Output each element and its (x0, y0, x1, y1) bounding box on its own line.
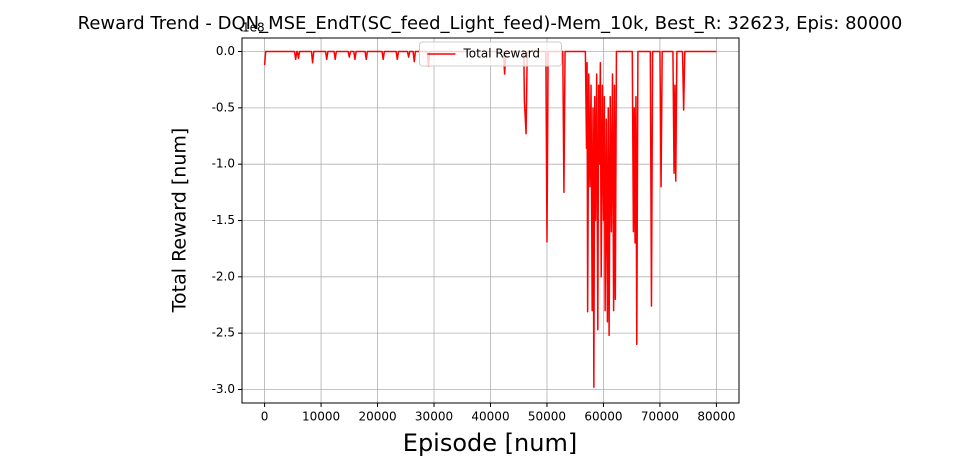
x-tick-label: 20000 (358, 410, 396, 424)
line-series (263, 50, 717, 388)
y-tick-label: 0.0 (216, 44, 235, 58)
x-tick-label: 10000 (302, 410, 340, 424)
x-axis-label: Episode [num] (403, 429, 577, 457)
x-tick-label: 30000 (415, 410, 453, 424)
legend-box (419, 41, 562, 67)
x-tick-label: 80000 (697, 410, 735, 424)
y-offset-label: 1e8 (242, 21, 265, 35)
y-tick-label: -2.5 (212, 326, 235, 340)
x-tick-label: 40000 (471, 410, 509, 424)
y-tick-label: -0.5 (212, 100, 235, 114)
x-tick-label: 0 (261, 410, 269, 424)
x-tick-label: 70000 (641, 410, 679, 424)
chart-title: Reward Trend - DQN_MSE_EndT(SC_feed_Ligh… (78, 13, 903, 34)
y-tick-label: -2.0 (212, 269, 235, 283)
legend-label: Total Reward (463, 47, 541, 61)
y-tick-label: -1.5 (212, 213, 235, 227)
axes-frame (241, 37, 740, 404)
x-tick-label: 50000 (528, 410, 566, 424)
y-axis-label: Total Reward [num] (169, 128, 191, 314)
y-tick-label: -1.0 (212, 157, 235, 171)
x-tick-label: 60000 (584, 410, 622, 424)
y-tick-label: -3.0 (212, 382, 235, 396)
